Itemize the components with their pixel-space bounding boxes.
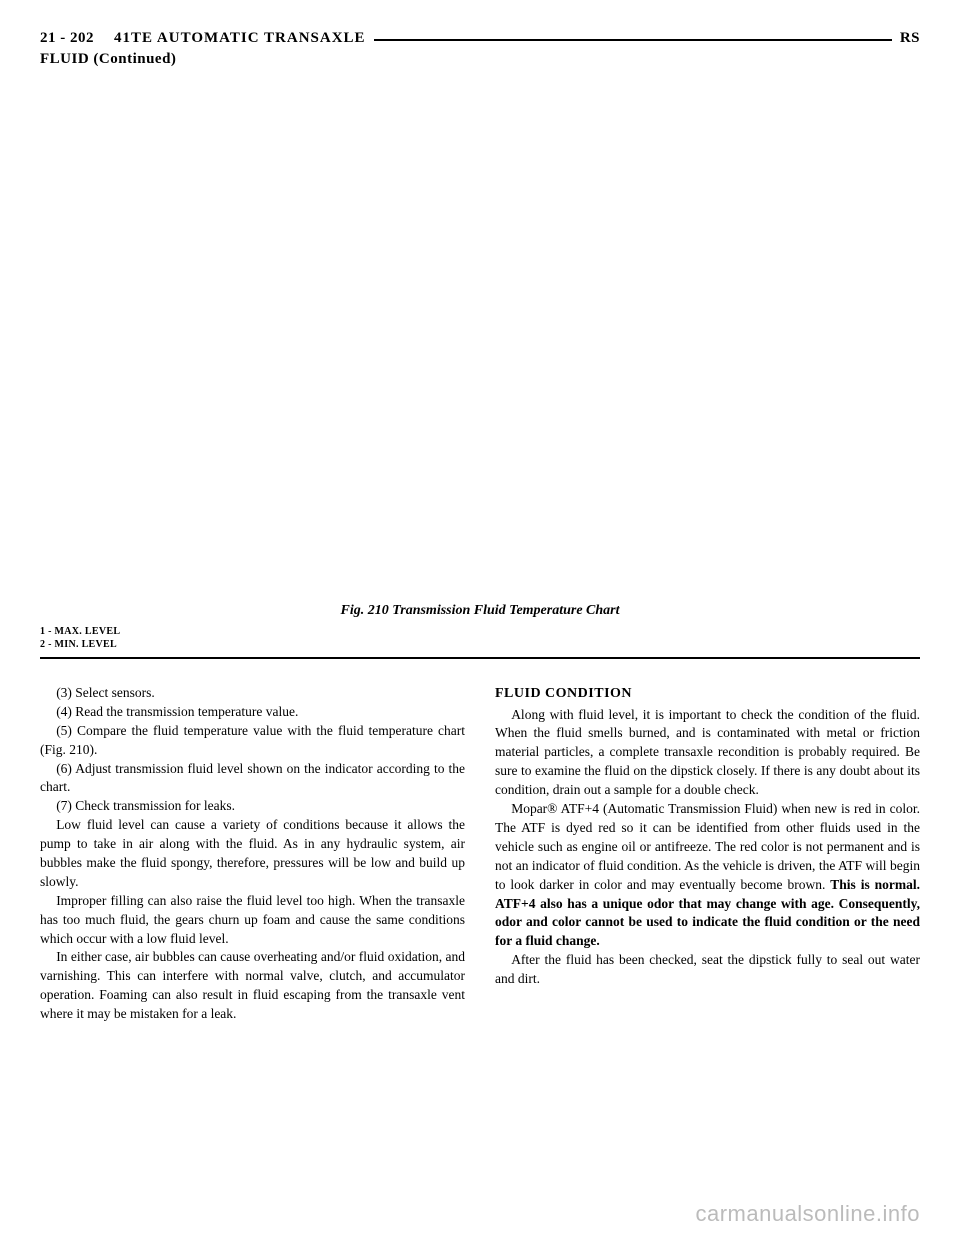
- section-divider: [40, 657, 920, 659]
- header-right: RS: [900, 30, 920, 47]
- paragraph-air-bubbles: In either case, air bubbles can cause ov…: [40, 948, 465, 1024]
- content-columns: (3) Select sensors. (4) Read the transmi…: [40, 684, 920, 1024]
- step-6: (6) Adjust transmission fluid level show…: [40, 760, 465, 798]
- right-column: FLUID CONDITION Along with fluid level, …: [495, 684, 920, 1024]
- page-header: 21 - 202 41TE AUTOMATIC TRANSAXLE RS: [40, 30, 920, 47]
- paragraph-condition-check: Along with fluid level, it is important …: [495, 706, 920, 800]
- header-rule: [374, 39, 892, 41]
- header-left: 21 - 202 41TE AUTOMATIC TRANSAXLE: [40, 30, 366, 47]
- step-3: (3) Select sensors.: [40, 684, 465, 703]
- fluid-condition-heading: FLUID CONDITION: [495, 684, 920, 704]
- page-number: 21 - 202: [40, 30, 94, 47]
- legend-item-1: 1 - MAX. LEVEL: [40, 625, 920, 638]
- legend-item-2: 2 - MIN. LEVEL: [40, 638, 920, 651]
- paragraph-atf-color: Mopar® ATF+4 (Automatic Transmission Flu…: [495, 800, 920, 951]
- figure-caption: Fig. 210 Transmission Fluid Temperature …: [40, 603, 920, 619]
- paragraph-dipstick-seat: After the fluid has been checked, seat t…: [495, 951, 920, 989]
- step-5: (5) Compare the fluid temperature value …: [40, 722, 465, 760]
- step-7: (7) Check transmission for leaks.: [40, 797, 465, 816]
- paragraph-low-fluid: Low fluid level can cause a variety of c…: [40, 816, 465, 892]
- subheader: FLUID (Continued): [40, 51, 920, 68]
- figure-legend: 1 - MAX. LEVEL 2 - MIN. LEVEL: [40, 625, 920, 651]
- step-4: (4) Read the transmission temperature va…: [40, 703, 465, 722]
- header-title: 41TE AUTOMATIC TRANSAXLE: [114, 30, 366, 47]
- figure-placeholder: [40, 78, 920, 593]
- watermark: carmanualsonline.info: [695, 1201, 920, 1227]
- left-column: (3) Select sensors. (4) Read the transmi…: [40, 684, 465, 1024]
- paragraph-improper-filling: Improper filling can also raise the flui…: [40, 892, 465, 949]
